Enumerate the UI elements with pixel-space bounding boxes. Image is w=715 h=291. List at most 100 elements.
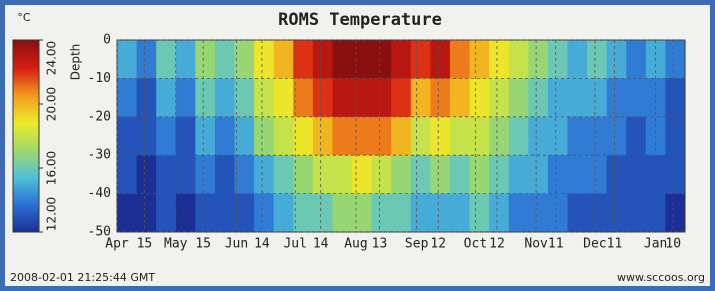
heat-cell [391, 78, 411, 117]
y-axis-label: Depth [69, 44, 83, 81]
heat-cell [489, 155, 509, 194]
heat-cell [450, 78, 470, 117]
x-tick-label: 14 [254, 237, 270, 252]
heat-cell [372, 194, 392, 233]
y-tick-label: -10 [88, 71, 111, 86]
heat-cell [313, 40, 333, 79]
heat-cell [293, 40, 313, 79]
heat-cell [470, 78, 490, 117]
heat-cell [176, 40, 196, 79]
heat-cell [176, 155, 196, 194]
heat-cell [548, 40, 568, 79]
heat-cell [548, 117, 568, 156]
heat-cell [235, 194, 255, 233]
heat-cell [156, 40, 176, 79]
x-tick-label: May [164, 237, 188, 252]
heat-cell [587, 117, 607, 156]
heat-cell [665, 194, 685, 233]
heat-cell [470, 117, 490, 156]
heat-cell [137, 117, 157, 156]
heat-cell [489, 194, 509, 233]
heat-cell [470, 194, 490, 233]
heat-cell [509, 155, 529, 194]
heat-cell [215, 194, 235, 233]
heat-cell [470, 155, 490, 194]
heat-cell [567, 155, 587, 194]
heat-cell [391, 194, 411, 233]
heat-cell [254, 155, 274, 194]
heat-cell [215, 117, 235, 156]
heat-cell [235, 117, 255, 156]
colorbar-label: °C [17, 11, 31, 24]
x-tick-label: Aug [344, 237, 367, 252]
heat-cell [274, 194, 294, 233]
chart-title: ROMS Temperature [278, 10, 442, 30]
heat-cell [489, 78, 509, 117]
heat-cell [391, 155, 411, 194]
heat-cell [313, 155, 333, 194]
page: {"chart_data": { "type": "heatmap", "tit… [0, 0, 715, 291]
colorbar-tick-label: 16.00 [45, 151, 59, 185]
heat-cell [430, 40, 450, 79]
heat-cell [567, 117, 587, 156]
heat-cell [489, 117, 509, 156]
footer-timestamp: 2008-02-01 21:25:44 GMT [10, 271, 155, 284]
heat-cell [626, 40, 646, 79]
heat-cell [235, 155, 255, 194]
heat-cell [195, 155, 215, 194]
heat-cell [665, 78, 685, 117]
heat-cell [215, 78, 235, 117]
heat-cell [215, 40, 235, 79]
heat-cell [117, 155, 137, 194]
heat-cell [470, 40, 490, 79]
heat-cell [195, 40, 215, 79]
heat-cell [548, 194, 568, 233]
heat-cell [665, 155, 685, 194]
heat-cell [509, 117, 529, 156]
heat-cell [607, 78, 627, 117]
heat-cell [176, 194, 196, 233]
heat-cell [548, 155, 568, 194]
heat-cell [665, 117, 685, 156]
heat-cell [450, 194, 470, 233]
x-tick-label: 14 [313, 237, 329, 252]
heat-cell [411, 155, 431, 194]
heat-cell [254, 117, 274, 156]
x-tick-label: Jul [283, 237, 306, 252]
x-tick-label: 10 [665, 237, 681, 252]
heat-cell [235, 40, 255, 79]
heat-cell [430, 78, 450, 117]
heat-cell [626, 117, 646, 156]
heat-cell [215, 155, 235, 194]
heat-cell [528, 117, 548, 156]
heat-cell [587, 155, 607, 194]
heat-cell [430, 155, 450, 194]
heat-cell [137, 155, 157, 194]
heat-cell [411, 78, 431, 117]
heat-cell [372, 117, 392, 156]
heat-cell [332, 78, 352, 117]
heat-cell [391, 117, 411, 156]
colorbar-tick-label: 20.00 [45, 87, 59, 121]
heat-cell [411, 117, 431, 156]
x-tick-label: 15 [137, 237, 153, 252]
heat-cell [293, 155, 313, 194]
colorbar-tick-label: 12.00 [45, 197, 59, 231]
heat-cell [528, 40, 548, 79]
heat-cell [274, 155, 294, 194]
y-tick-label: -20 [88, 109, 111, 124]
heat-cell [665, 40, 685, 79]
heat-cell [352, 194, 372, 233]
colorbar-tick-label: 24.00 [45, 41, 59, 75]
heat-cell [450, 155, 470, 194]
heat-cell [117, 117, 137, 156]
heat-cell [391, 40, 411, 79]
heat-cell [274, 40, 294, 79]
x-tick-label: 11 [548, 237, 564, 252]
heat-cell [254, 194, 274, 233]
heat-cell [567, 78, 587, 117]
heat-cell [509, 194, 529, 233]
heat-cell [293, 194, 313, 233]
heat-cell [137, 40, 157, 79]
x-tick-label: Jan [644, 237, 667, 252]
